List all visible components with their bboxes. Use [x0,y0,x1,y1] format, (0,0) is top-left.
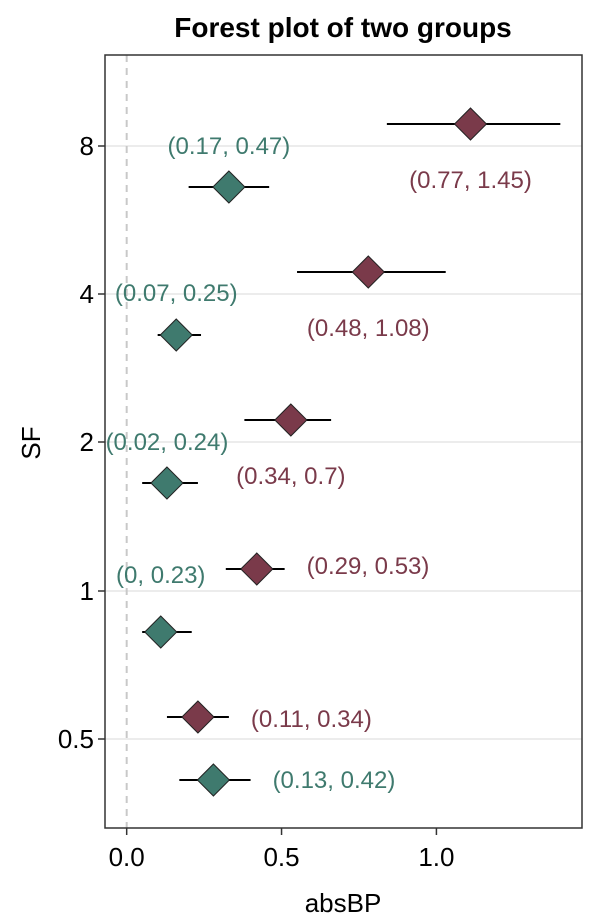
x-axis-title: absBP [305,888,382,918]
ci-label: (0.07, 0.25) [115,280,238,307]
y-tick-label: 1 [80,576,94,606]
x-tick-label: 0.0 [109,842,145,872]
y-axis-title: SF [16,426,46,459]
estimate-diamond [240,552,274,586]
ci-label: (0.29, 0.53) [307,553,430,580]
x-tick-label: 1.0 [418,842,454,872]
estimate-diamond [181,700,215,734]
estimate-diamond [144,615,178,649]
estimate-diamond [196,763,231,797]
estimate-diamond [274,403,308,437]
ci-label: (0.11, 0.34) [251,706,372,733]
ci-label: (0.17, 0.47) [168,133,291,160]
ci-label: (0.34, 0.7) [236,463,345,490]
y-tick-label: 8 [80,131,94,161]
estimate-diamond [159,318,193,352]
ci-label: (0.13, 0.42) [273,767,396,794]
ci-label: (0, 0.23) [116,562,205,589]
plot-area: (0.11, 0.34) (0.29, 0.53) (0.34, 0.7) (0.48… [58,54,583,872]
estimate-diamond [453,107,488,141]
estimate-diamond [150,466,184,500]
ci-label: (0.48, 1.08) [307,315,430,342]
x-tick-label: 0.5 [263,842,299,872]
estimate-diamond [212,170,246,204]
ci-label: (0.77, 1.45) [409,167,532,194]
estimate-diamond [351,255,385,289]
ci-label: (0.02, 0.24) [106,429,229,456]
chart-title: Forest plot of two groups [174,12,512,43]
y-tick-label: 4 [80,279,94,309]
y-tick-label: 0.5 [58,724,94,754]
y-tick-label: 2 [80,427,94,457]
